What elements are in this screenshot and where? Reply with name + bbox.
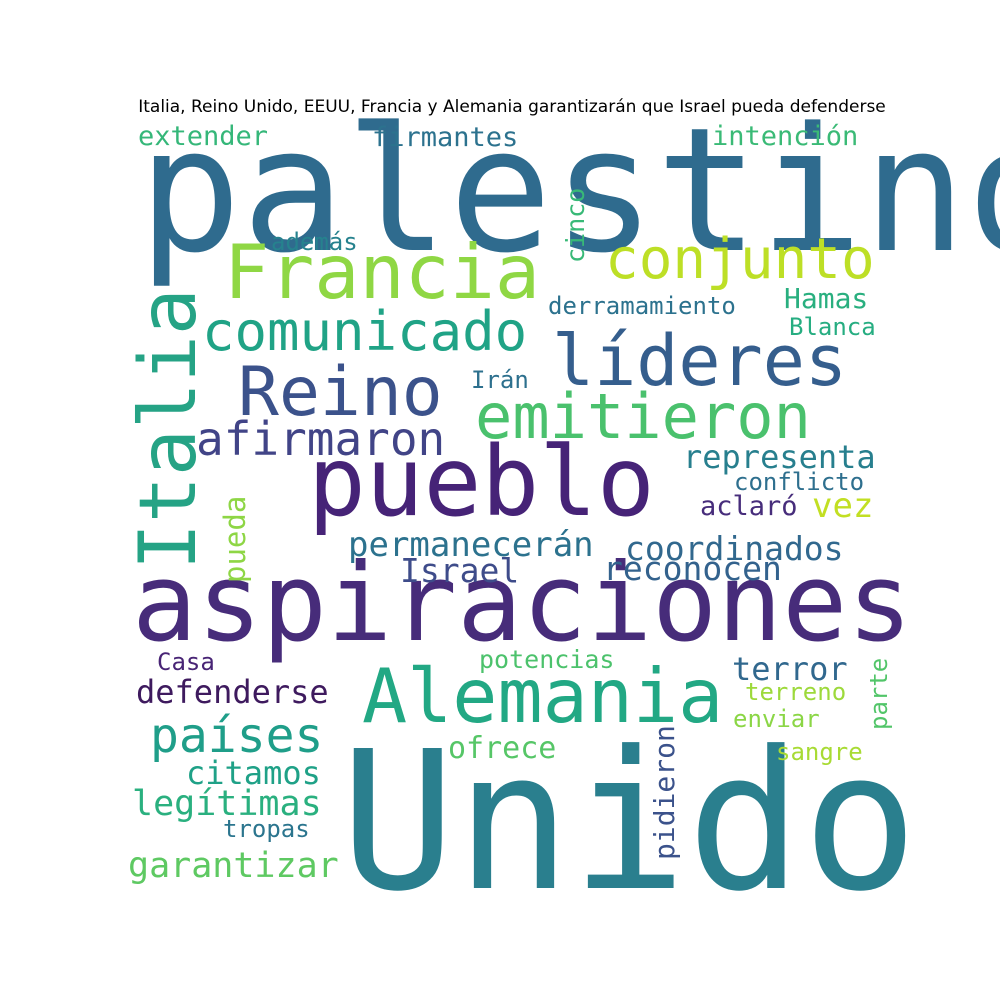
word-21: terror <box>732 650 848 688</box>
word-40: Casa <box>157 648 215 676</box>
word-18: reconocen <box>603 549 782 588</box>
word-14: países <box>150 708 323 764</box>
word-33: vez <box>812 486 873 526</box>
word-4: pueblo <box>308 426 655 538</box>
word-1: palestino <box>138 90 1000 291</box>
word-2: Unido <box>340 711 918 934</box>
word-12: Reino <box>238 353 443 432</box>
word-11: comunicado <box>202 300 527 363</box>
word-29: derramamiento <box>548 292 736 320</box>
word-34: pueda <box>218 496 252 583</box>
word-35: ofrece <box>448 731 556 766</box>
word-15: permanecerán <box>348 525 594 565</box>
word-23: legítimas <box>132 784 322 824</box>
word-22: garantizar <box>128 846 339 886</box>
word-26: extender <box>138 121 268 152</box>
word-32: aclaró <box>700 491 798 522</box>
word-8: líderes <box>552 320 847 402</box>
word-group: palestinoUnidoaspiracionespuebloFranciaI… <box>124 90 1000 934</box>
word-25: Hamas <box>784 282 868 315</box>
word-44: sangre <box>776 738 863 766</box>
word-46: pidieron <box>648 725 681 860</box>
word-27: firmantes <box>372 122 518 153</box>
word-13: afirmaron <box>196 412 445 466</box>
chart-title: Italia, Reino Unido, EEUU, Francia y Ale… <box>138 97 886 117</box>
word-36: potencias <box>479 645 614 674</box>
word-10: emitieron <box>475 380 811 453</box>
word-16: coordinados <box>625 529 844 568</box>
word-20: defenderse <box>136 673 329 711</box>
word-28: intención <box>712 121 858 152</box>
word-30: Blanca <box>789 313 876 341</box>
word-6: Italia <box>124 288 214 570</box>
word-9: conjunto <box>605 227 875 292</box>
word-42: terreno <box>745 678 846 706</box>
word-31: conflicto <box>734 468 864 496</box>
word-37: además <box>271 228 358 256</box>
word-5: Francia <box>224 228 540 316</box>
word-19: representa <box>683 438 876 476</box>
word-24: citamos <box>186 754 321 792</box>
word-39: Irán <box>471 366 529 394</box>
word-45: parte <box>865 658 893 730</box>
word-7: Alemania <box>362 652 723 740</box>
word-43: enviar <box>733 705 820 733</box>
word-38: cinco <box>561 188 590 263</box>
word-3: aspiraciones <box>132 541 912 666</box>
word-41: tropas <box>223 815 310 843</box>
word-17: Israel <box>400 551 519 590</box>
